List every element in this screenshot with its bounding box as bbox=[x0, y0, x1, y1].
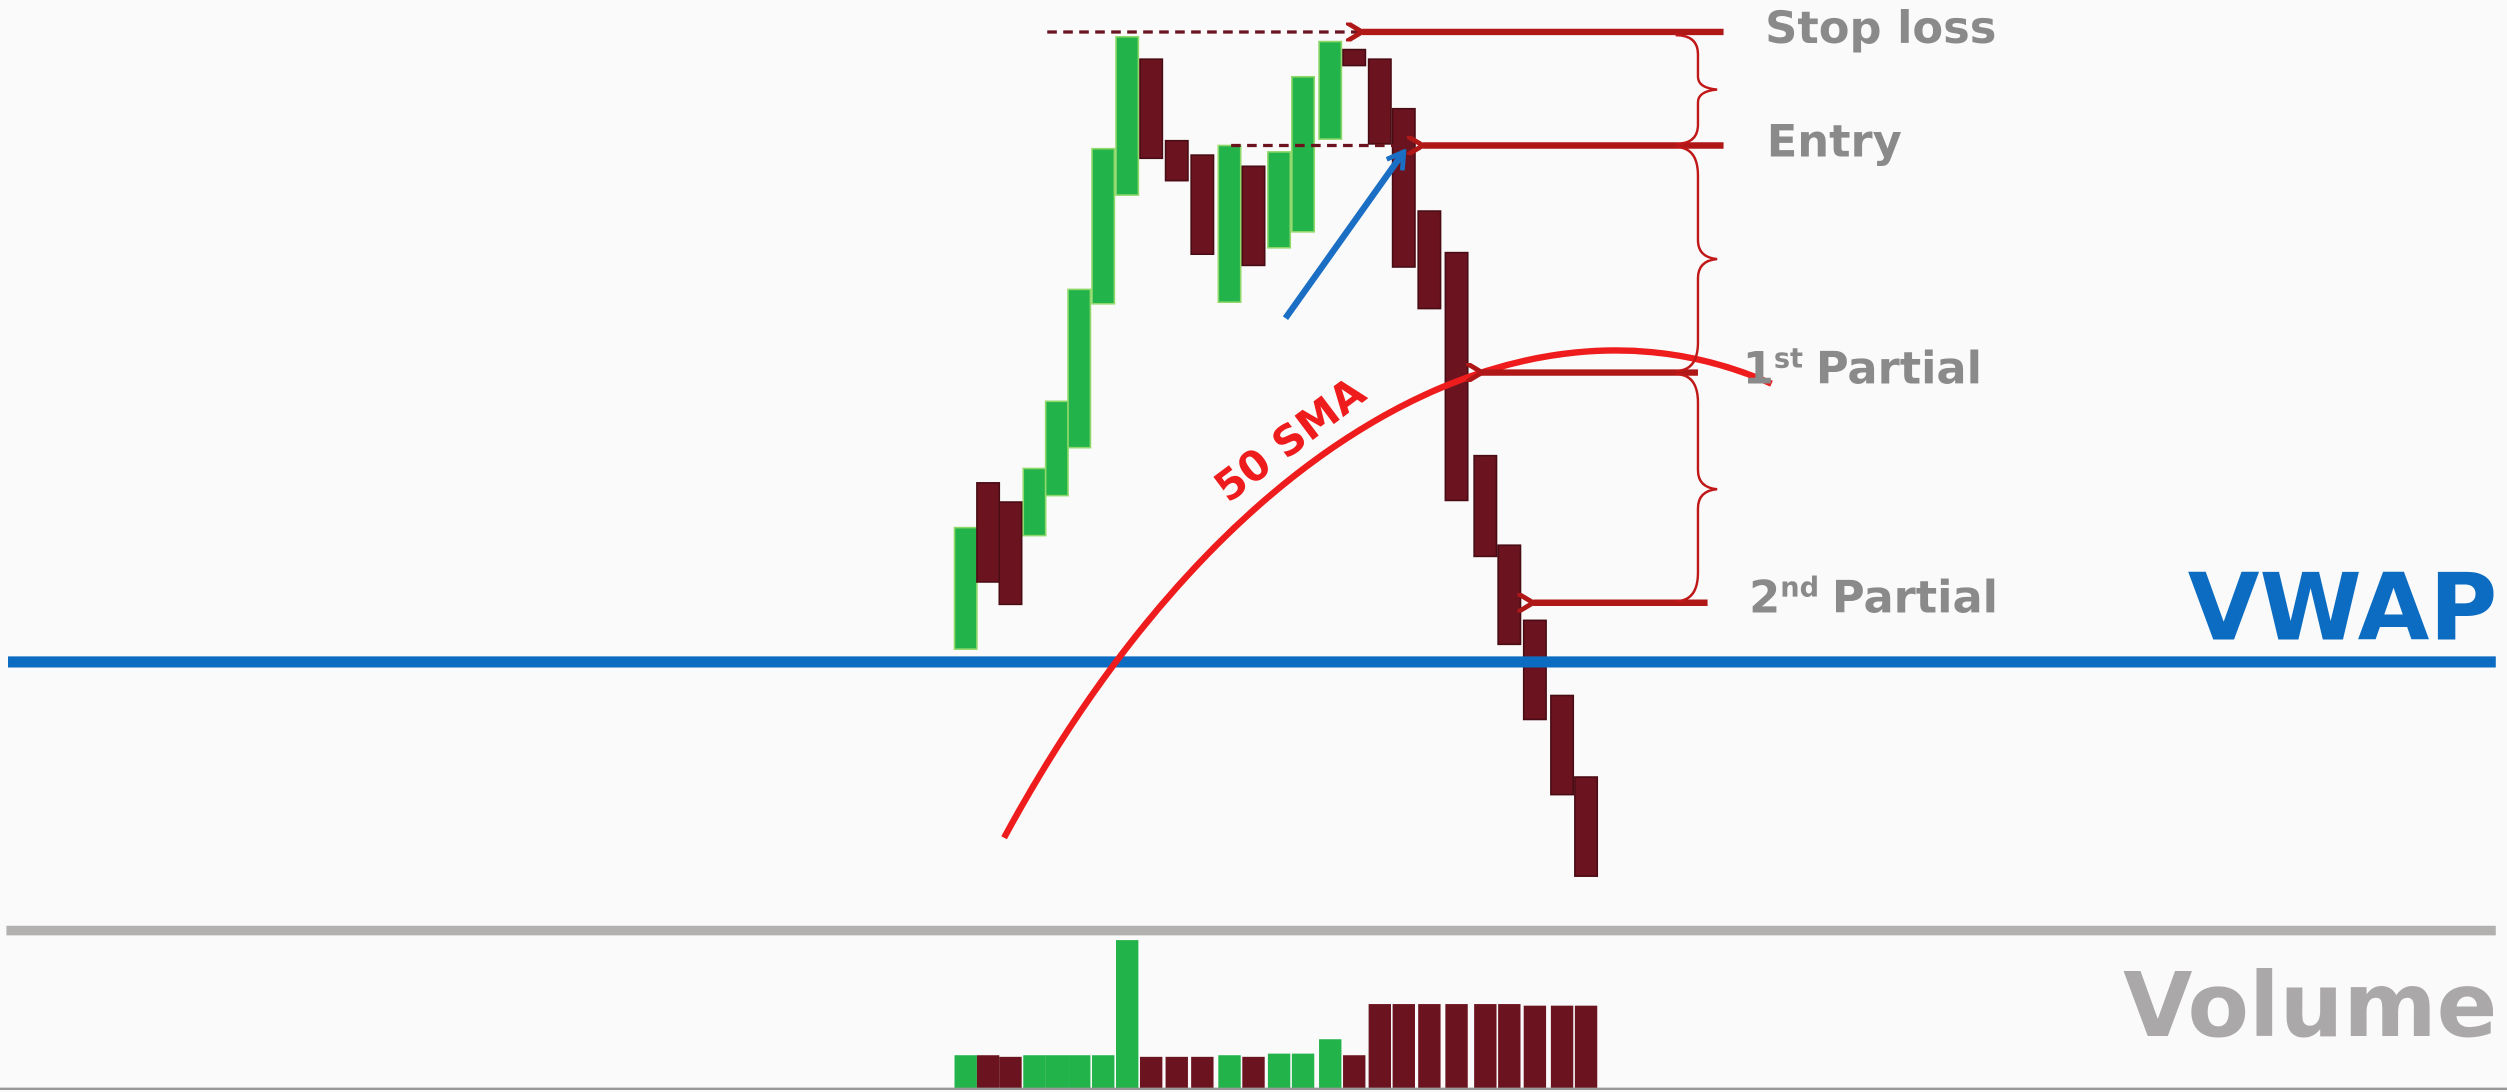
candle bbox=[1022, 467, 1047, 537]
ordinal-suffix: nd bbox=[1780, 572, 1819, 603]
candle bbox=[1067, 288, 1092, 449]
candle bbox=[1574, 776, 1599, 877]
volume-bar bbox=[954, 1055, 977, 1089]
volume-bar bbox=[1116, 940, 1139, 1089]
brace bbox=[1675, 372, 1718, 603]
volume-bar bbox=[1319, 1039, 1342, 1089]
candles bbox=[953, 35, 1599, 877]
volume-bar bbox=[1291, 1053, 1315, 1089]
brace bbox=[1675, 145, 1718, 373]
volume-bar bbox=[1242, 1056, 1265, 1089]
candle bbox=[998, 501, 1023, 606]
volume-bar bbox=[1498, 1004, 1521, 1089]
candle bbox=[1241, 165, 1266, 267]
vwap-label: VWAP bbox=[2188, 554, 2498, 662]
volume-bar bbox=[999, 1056, 1022, 1089]
candle bbox=[1115, 35, 1140, 196]
partial-word: Partial bbox=[1816, 342, 1982, 395]
candle bbox=[1139, 58, 1164, 160]
volume-bar bbox=[976, 1055, 1000, 1089]
volume-bar bbox=[1068, 1055, 1091, 1089]
volume-label: Volume bbox=[2123, 954, 2497, 1058]
ordinal-suffix: st bbox=[1774, 344, 1803, 375]
volume-bar bbox=[1392, 1004, 1415, 1089]
volume-bar bbox=[1092, 1055, 1115, 1089]
brace bbox=[1675, 33, 1718, 146]
braces bbox=[1675, 33, 1718, 603]
partial-word: Partial bbox=[1832, 570, 1998, 623]
candle bbox=[1164, 139, 1189, 182]
candle bbox=[1391, 107, 1416, 268]
candle bbox=[1318, 40, 1343, 140]
ordinal: 1 bbox=[1743, 342, 1774, 395]
candle bbox=[976, 482, 1001, 583]
candle bbox=[1550, 694, 1575, 796]
candle bbox=[1044, 400, 1069, 497]
volume-bars bbox=[954, 940, 1598, 1089]
volume-bar bbox=[1474, 1004, 1497, 1089]
volume-bar bbox=[1418, 1004, 1441, 1089]
candle bbox=[1473, 454, 1498, 558]
volume-bar bbox=[1191, 1056, 1214, 1089]
candle bbox=[1417, 210, 1442, 310]
stop-loss-label: Stop loss bbox=[1765, 1, 1996, 54]
volume-bar bbox=[1445, 1004, 1468, 1089]
volume-bar bbox=[1218, 1055, 1241, 1089]
sma-curve bbox=[1001, 347, 1773, 840]
volume-bar bbox=[1267, 1053, 1291, 1089]
volume-bar bbox=[1550, 1005, 1574, 1089]
volume-bar bbox=[1574, 1005, 1598, 1089]
candle bbox=[1342, 48, 1367, 67]
candle bbox=[1217, 144, 1242, 303]
partial2-label: 2nd Partial bbox=[1749, 570, 1998, 623]
candle bbox=[1522, 619, 1547, 721]
ordinal: 2 bbox=[1749, 570, 1780, 623]
volume-bar bbox=[1045, 1055, 1069, 1089]
candle bbox=[953, 526, 978, 650]
volume-bar bbox=[1023, 1055, 1046, 1089]
entry-pointer bbox=[1282, 152, 1403, 321]
entry-label: Entry bbox=[1767, 115, 1902, 168]
candle bbox=[1497, 544, 1522, 646]
volume-bar bbox=[1368, 1004, 1391, 1089]
candle bbox=[1267, 151, 1292, 249]
candle bbox=[1190, 154, 1215, 256]
volume-bar bbox=[1165, 1056, 1188, 1089]
volume-bar bbox=[1139, 1056, 1163, 1089]
partial1-label: 1st Partial bbox=[1743, 342, 1982, 395]
candle bbox=[1367, 58, 1392, 145]
candle bbox=[1091, 147, 1116, 305]
candle bbox=[1291, 75, 1316, 233]
volume-bar bbox=[1523, 1005, 1547, 1089]
volume-bar bbox=[1343, 1055, 1366, 1089]
